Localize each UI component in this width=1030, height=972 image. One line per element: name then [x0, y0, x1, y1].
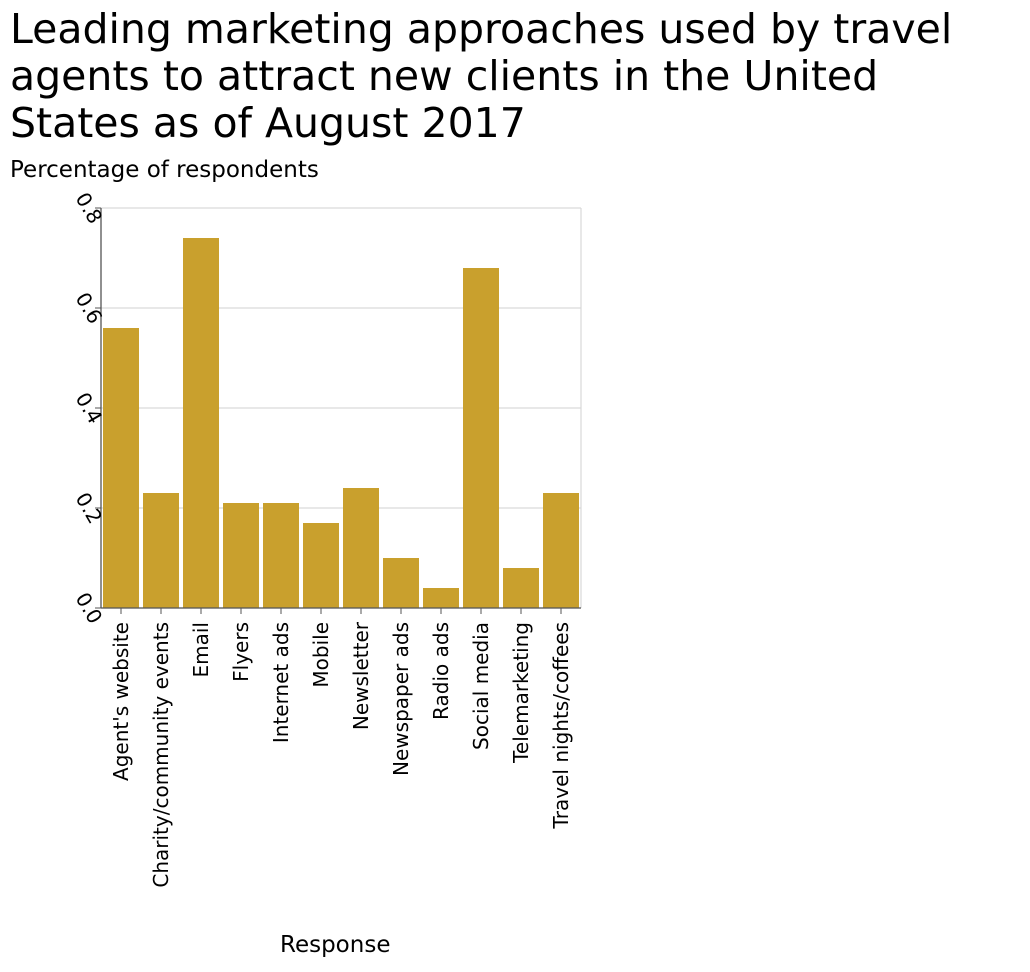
x-tick-label: Email — [189, 622, 213, 678]
axes — [95, 207, 581, 614]
x-tick-label: Newsletter — [349, 621, 373, 730]
bar — [463, 268, 499, 608]
bar — [423, 588, 459, 608]
bar — [383, 558, 419, 608]
x-tick-label: Travel nights/coffees — [549, 622, 573, 829]
x-tick-label: Telemarketing — [509, 622, 533, 764]
bar — [543, 493, 579, 608]
y-tick-label: 0.6 — [71, 288, 108, 328]
x-tick-label: Agent's website — [109, 622, 133, 781]
bar — [503, 568, 539, 608]
bar — [303, 523, 339, 608]
bar — [183, 238, 219, 608]
x-tick-label: Charity/community events — [149, 622, 173, 888]
y-tick-label: 0.2 — [71, 488, 108, 528]
bar — [223, 503, 259, 608]
y-tick-label: 0.0 — [71, 588, 108, 628]
y-axis-label: Percentage of respondents — [10, 157, 319, 183]
chart-title: Leading marketing approaches used by tra… — [10, 5, 953, 147]
bar — [143, 493, 179, 608]
bar — [263, 503, 299, 608]
x-tick-label: Internet ads — [269, 622, 293, 743]
x-tick-label: Mobile — [309, 622, 333, 688]
x-tick-label: Radio ads — [429, 622, 453, 720]
x-tick-label: Flyers — [229, 622, 253, 682]
bar — [343, 488, 379, 608]
x-axis-label: Response — [280, 932, 391, 958]
y-tick-label: 0.8 — [71, 188, 108, 228]
bar — [103, 328, 139, 608]
y-tick-label: 0.4 — [71, 388, 108, 428]
bars — [103, 238, 579, 608]
x-tick-label: Social media — [469, 622, 493, 750]
x-tick-label: Newspaper ads — [389, 622, 413, 776]
